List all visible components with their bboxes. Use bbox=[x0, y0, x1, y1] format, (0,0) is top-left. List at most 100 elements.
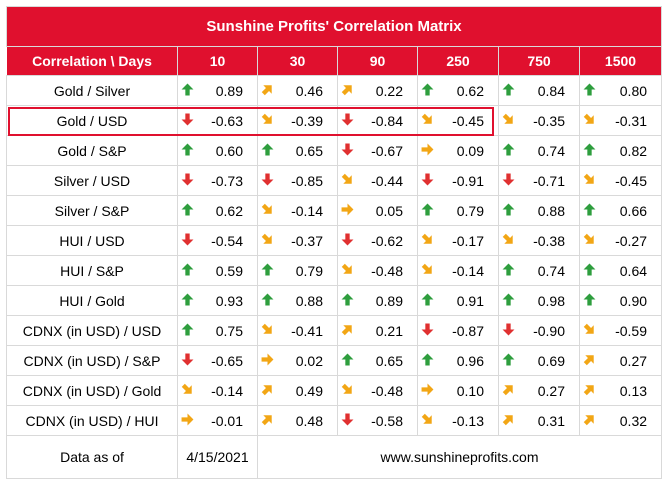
arrow-down-right-icon bbox=[421, 233, 434, 246]
correlation-value: 0.80 bbox=[619, 83, 648, 99]
correlation-value: -0.73 bbox=[211, 173, 243, 189]
correlation-value: 0.91 bbox=[456, 293, 484, 309]
correlation-value: 0.49 bbox=[295, 383, 323, 399]
arrow-up-icon bbox=[261, 293, 274, 306]
arrow-up-icon bbox=[583, 83, 596, 96]
correlation-value: -0.38 bbox=[533, 233, 565, 249]
row-label: HUI / S&P bbox=[6, 255, 178, 286]
arrow-up-icon bbox=[583, 263, 596, 276]
correlation-cell: 0.10 bbox=[417, 375, 499, 406]
correlation-value: 0.10 bbox=[456, 383, 484, 399]
correlation-cell: 0.79 bbox=[417, 195, 499, 226]
correlation-cell: -0.58 bbox=[337, 405, 418, 436]
correlation-value: 0.89 bbox=[215, 83, 243, 99]
correlation-value: -0.14 bbox=[291, 203, 323, 219]
table-row: Gold / USD -0.63 -0.39 -0.84 -0.45 -0.35 -0.31 bbox=[6, 105, 663, 136]
data-date: 4/15/2021 bbox=[177, 435, 258, 479]
correlation-value: 0.79 bbox=[295, 263, 323, 279]
correlation-value: 0.64 bbox=[619, 263, 648, 279]
correlation-value: -0.14 bbox=[452, 263, 484, 279]
table-row: CDNX (in USD) / S&P -0.65 0.02 0.65 0.96 0.69… bbox=[6, 345, 663, 376]
arrow-up-icon bbox=[583, 143, 596, 156]
table-row: CDNX (in USD) / USD 0.75 -0.41 0.21 -0.87 -0.… bbox=[6, 315, 663, 346]
correlation-value: -0.65 bbox=[211, 353, 243, 369]
correlation-value: 0.88 bbox=[295, 293, 323, 309]
correlation-value: -0.14 bbox=[211, 383, 243, 399]
correlation-cell: 0.64 bbox=[578, 255, 663, 286]
correlation-cell: -0.14 bbox=[417, 255, 499, 286]
correlation-value: 0.05 bbox=[375, 203, 403, 219]
correlation-cell: 0.59 bbox=[177, 255, 258, 286]
correlation-cell: 0.82 bbox=[578, 135, 663, 166]
correlation-cell: -0.13 bbox=[417, 405, 499, 436]
arrow-down-right-icon bbox=[421, 413, 434, 426]
arrow-down-right-icon bbox=[341, 173, 354, 186]
arrow-down-right-icon bbox=[261, 323, 274, 336]
correlation-cell: 0.96 bbox=[417, 345, 499, 376]
corner-header: Correlation \ Days bbox=[6, 46, 178, 76]
correlation-value: 0.74 bbox=[537, 263, 565, 279]
table-row: CDNX (in USD) / Gold -0.14 0.49 -0.48 0.10 0.… bbox=[6, 375, 663, 406]
correlation-cell: 0.66 bbox=[578, 195, 663, 226]
days-header: 90 bbox=[337, 46, 418, 76]
correlation-value: 0.82 bbox=[619, 143, 648, 159]
arrow-up-icon bbox=[181, 323, 194, 336]
arrow-up-right-icon bbox=[341, 323, 354, 336]
correlation-value: -0.48 bbox=[371, 263, 403, 279]
row-label: Gold / S&P bbox=[6, 135, 178, 166]
correlation-value: 0.96 bbox=[456, 353, 484, 369]
correlation-cell: -0.17 bbox=[417, 225, 499, 256]
correlation-cell: -0.54 bbox=[177, 225, 258, 256]
arrow-down-icon bbox=[181, 353, 194, 366]
row-label: CDNX (in USD) / Gold bbox=[6, 375, 178, 406]
correlation-value: 0.59 bbox=[215, 263, 243, 279]
arrow-up-right-icon bbox=[261, 413, 274, 426]
correlation-value: -0.45 bbox=[452, 113, 484, 129]
correlation-cell: -0.63 bbox=[177, 105, 258, 136]
correlation-value: 0.62 bbox=[456, 83, 484, 99]
correlation-cell: -0.91 bbox=[417, 165, 499, 196]
arrow-down-right-icon bbox=[583, 113, 596, 126]
arrow-down-right-icon bbox=[341, 263, 354, 276]
correlation-value: -0.54 bbox=[211, 233, 243, 249]
days-header: 10 bbox=[177, 46, 258, 76]
correlation-cell: -0.44 bbox=[337, 165, 418, 196]
correlation-cell: 0.88 bbox=[257, 285, 338, 316]
correlation-value: 0.62 bbox=[215, 203, 243, 219]
correlation-cell: -0.87 bbox=[417, 315, 499, 346]
table-row: HUI / S&P 0.59 0.79 -0.48 -0.14 0.74 0.64 bbox=[6, 255, 663, 286]
correlation-cell: 0.89 bbox=[177, 75, 258, 106]
arrow-down-right-icon bbox=[583, 173, 596, 186]
correlation-value: -0.84 bbox=[371, 113, 403, 129]
row-label: CDNX (in USD) / S&P bbox=[6, 345, 178, 376]
correlation-cell: -0.31 bbox=[578, 105, 663, 136]
correlation-value: 0.66 bbox=[619, 203, 648, 219]
arrow-down-right-icon bbox=[261, 233, 274, 246]
row-label: HUI / USD bbox=[6, 225, 178, 256]
arrow-up-icon bbox=[181, 293, 194, 306]
correlation-value: -0.37 bbox=[291, 233, 323, 249]
arrow-down-right-icon bbox=[261, 203, 274, 216]
correlation-value: -0.31 bbox=[615, 113, 648, 129]
correlation-matrix: Sunshine Profits' Correlation Matrix Cor… bbox=[5, 6, 663, 479]
arrow-right-icon bbox=[261, 353, 274, 366]
correlation-cell: 0.32 bbox=[578, 405, 663, 436]
arrow-right-icon bbox=[181, 413, 194, 426]
correlation-value: -0.48 bbox=[371, 383, 403, 399]
correlation-cell: 0.69 bbox=[498, 345, 580, 376]
correlation-cell: -0.48 bbox=[337, 255, 418, 286]
correlation-cell: 0.84 bbox=[498, 75, 580, 106]
correlation-cell: 0.98 bbox=[498, 285, 580, 316]
arrow-up-right-icon bbox=[502, 413, 515, 426]
correlation-value: 0.32 bbox=[619, 413, 648, 429]
correlation-cell: 0.79 bbox=[257, 255, 338, 286]
correlation-cell: -0.01 bbox=[177, 405, 258, 436]
arrow-up-icon bbox=[502, 293, 515, 306]
arrow-down-icon bbox=[261, 173, 274, 186]
correlation-value: -0.13 bbox=[452, 413, 484, 429]
correlation-value: 0.27 bbox=[619, 353, 648, 369]
correlation-value: -0.44 bbox=[371, 173, 403, 189]
website-link[interactable]: www.sunshineprofits.com bbox=[256, 435, 663, 479]
correlation-cell: 0.74 bbox=[498, 255, 580, 286]
correlation-value: -0.27 bbox=[615, 233, 648, 249]
